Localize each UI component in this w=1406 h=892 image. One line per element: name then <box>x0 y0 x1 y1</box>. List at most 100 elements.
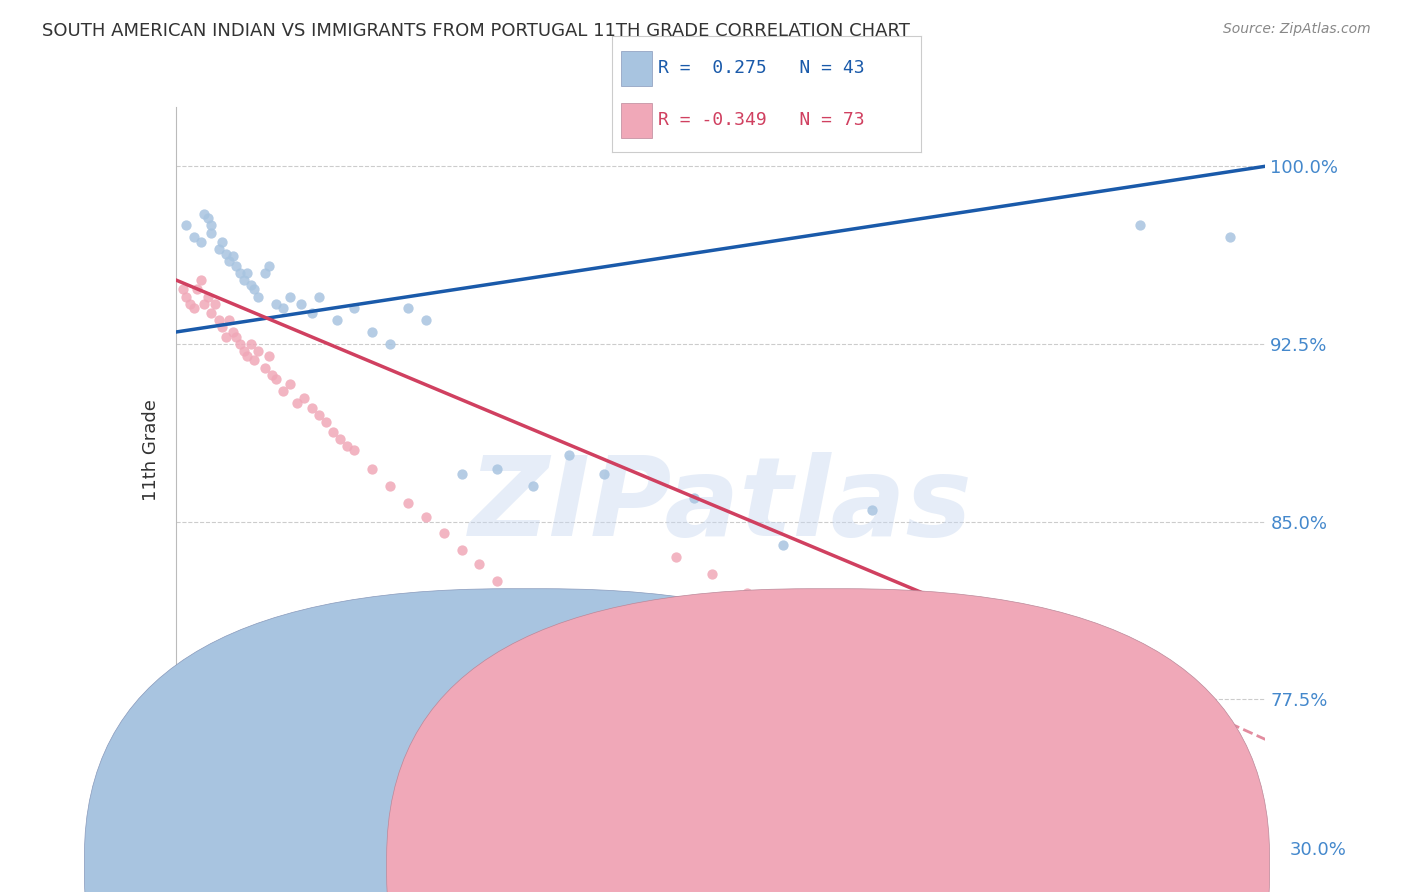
Text: R =  0.275   N = 43: R = 0.275 N = 43 <box>658 59 865 77</box>
Point <box>264 372 287 386</box>
Text: 30.0%: 30.0% <box>1291 841 1347 859</box>
Point <box>204 296 226 310</box>
Bar <box>621 51 652 86</box>
Point <box>844 638 866 652</box>
Point <box>257 259 280 273</box>
Point <box>229 337 252 351</box>
Point <box>225 259 247 273</box>
Point <box>628 690 651 704</box>
Point <box>322 425 344 439</box>
Point <box>665 718 688 732</box>
Point <box>772 538 794 552</box>
Text: R = -0.349   N = 73: R = -0.349 N = 73 <box>658 112 865 129</box>
Point <box>257 349 280 363</box>
Point <box>772 605 794 619</box>
Point <box>218 313 240 327</box>
Point <box>308 289 330 303</box>
Point <box>285 396 308 410</box>
Point <box>215 330 238 344</box>
Point <box>278 289 301 303</box>
Point <box>236 266 259 280</box>
Text: ZIPatlas: ZIPatlas <box>468 452 973 559</box>
Point <box>700 747 723 761</box>
Point <box>193 296 215 310</box>
Point <box>450 543 472 558</box>
Point <box>207 313 229 327</box>
Point <box>950 692 973 706</box>
Text: South American Indians: South American Indians <box>551 856 749 874</box>
Point <box>246 289 269 303</box>
Point <box>915 652 938 666</box>
Point <box>700 566 723 581</box>
Point <box>200 219 222 233</box>
Point <box>290 296 312 310</box>
Point <box>329 432 352 446</box>
Point <box>176 219 198 233</box>
Point <box>179 296 201 310</box>
Point <box>218 254 240 268</box>
Point <box>239 277 262 292</box>
Point <box>186 282 208 296</box>
Point <box>486 462 509 476</box>
Point <box>239 337 262 351</box>
Point <box>986 685 1008 699</box>
Point <box>1129 728 1152 742</box>
Point <box>336 439 359 453</box>
Point <box>468 557 491 571</box>
Point <box>254 360 277 375</box>
Point <box>807 621 830 635</box>
Text: 0.0%: 0.0% <box>91 841 136 859</box>
Point <box>593 467 616 482</box>
Point <box>396 301 419 316</box>
Point <box>211 320 233 334</box>
Point <box>665 549 688 564</box>
Point <box>396 495 419 509</box>
Point <box>232 273 254 287</box>
Point <box>301 401 323 415</box>
Point <box>682 491 704 505</box>
Point <box>193 206 215 220</box>
Point <box>844 614 866 628</box>
Point <box>915 675 938 690</box>
Point <box>243 353 266 368</box>
Point <box>200 226 222 240</box>
Point <box>558 632 581 647</box>
Point <box>737 775 759 789</box>
Point <box>361 462 384 476</box>
Point <box>415 313 437 327</box>
Point <box>433 526 456 541</box>
Point <box>361 325 384 339</box>
Point <box>229 266 252 280</box>
Point <box>262 368 284 382</box>
Point <box>264 296 287 310</box>
Point <box>225 330 247 344</box>
Point <box>450 467 472 482</box>
Point <box>308 408 330 422</box>
Point <box>1129 219 1152 233</box>
Point <box>879 657 901 671</box>
Point <box>278 377 301 392</box>
Point <box>190 235 212 249</box>
Point <box>737 585 759 599</box>
Point <box>1219 230 1241 244</box>
Point <box>222 325 245 339</box>
Point <box>860 502 883 516</box>
Point <box>301 306 323 320</box>
Point <box>183 230 205 244</box>
Point <box>200 306 222 320</box>
Point <box>271 301 294 316</box>
Point <box>254 266 277 280</box>
Point <box>522 605 544 619</box>
Text: Source: ZipAtlas.com: Source: ZipAtlas.com <box>1223 22 1371 37</box>
Point <box>522 479 544 493</box>
Point <box>197 289 219 303</box>
Y-axis label: 11th Grade: 11th Grade <box>142 400 160 501</box>
Point <box>207 242 229 256</box>
Point <box>197 211 219 226</box>
Point <box>236 349 259 363</box>
Point <box>246 343 269 358</box>
Point <box>343 301 366 316</box>
Point <box>378 337 401 351</box>
Point <box>190 273 212 287</box>
Point <box>378 479 401 493</box>
